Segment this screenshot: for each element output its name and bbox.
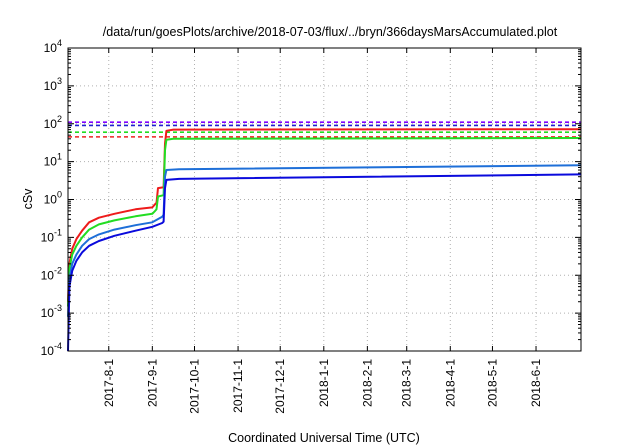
y-tick-label: 10-2	[41, 265, 62, 282]
x-tick-label: 2018-5-1	[485, 359, 499, 407]
x-tick-label: 2017-10-1	[187, 359, 201, 414]
chart-title: /data/run/goesPlots/archive/2018-07-03/f…	[103, 25, 558, 39]
x-tick-label: 2018-1-1	[317, 359, 331, 407]
x-tick-label: 2018-6-1	[529, 359, 543, 407]
y-tick-label: 10-3	[41, 303, 62, 320]
y-tick-label: 10-4	[41, 341, 62, 358]
series-lines	[67, 128, 582, 352]
y-tick-label: 103	[44, 76, 62, 93]
series-line	[67, 173, 582, 352]
y-tick-label: 101	[44, 152, 62, 169]
x-tick-label: 2018-3-1	[400, 359, 414, 407]
x-axis-ticks: 2017-8-1 2017-9-1 2017-10-1 2017-11-1 2017-1…	[102, 48, 543, 414]
y-tick-label: 102	[44, 114, 62, 131]
x-tick-label: 2017-11-1	[231, 359, 245, 413]
x-tick-label: 2017-12-1	[273, 359, 287, 414]
x-tick-label: 2018-4-1	[443, 359, 457, 407]
reference-lines	[68, 121, 581, 138]
y-tick-label: 10-1	[41, 227, 62, 244]
series-line	[67, 137, 582, 307]
series-line	[67, 164, 582, 317]
y-tick-label: 100	[44, 190, 62, 207]
grid	[68, 47, 581, 352]
y-tick-label: 104	[44, 38, 62, 55]
x-tick-label: 2017-9-1	[145, 359, 159, 407]
y-axis-title: cSv	[21, 188, 35, 210]
x-tick-label: 2018-2-1	[360, 359, 374, 407]
x-tick-label: 2017-8-1	[102, 359, 116, 407]
x-axis-title: Coordinated Universal Time (UTC)	[228, 431, 420, 445]
y-axis-ticks: 10-4 10-3 10-2 10-1 100 101 102 103 104	[41, 38, 581, 358]
